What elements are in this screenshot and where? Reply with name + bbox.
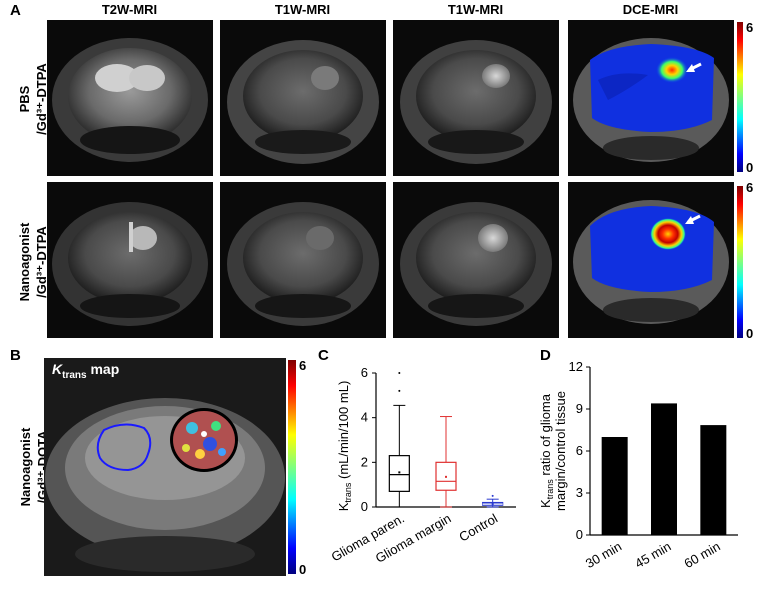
colorbar-a-top bbox=[737, 22, 743, 172]
row-label-nanoagonist: Nanoagonist /Gd³⁺-DTPA bbox=[16, 199, 50, 325]
panel-a-letter: A bbox=[10, 2, 21, 19]
ktrans-map-title-suffix: map bbox=[86, 361, 120, 377]
mri-nano-t1w-post bbox=[393, 182, 559, 338]
colorbar-b bbox=[288, 360, 296, 574]
d-ytick-label-2: 6 bbox=[576, 443, 583, 458]
mri-pbs-t2w bbox=[47, 20, 213, 176]
mri-pbs-dce bbox=[568, 20, 734, 176]
column-header-t1w-2: T1W-MRI bbox=[447, 2, 504, 17]
mri-pbs-t1w-pre bbox=[220, 20, 386, 176]
mri-pbs-t1w-post bbox=[393, 20, 559, 176]
ktrans-map-title: Ktrans map bbox=[52, 361, 119, 381]
c-ytick-label-0: 0 bbox=[361, 499, 368, 514]
mri-nano-t2w bbox=[47, 182, 213, 338]
d-ytick-label-4: 12 bbox=[569, 359, 583, 374]
c-ylabel: Ktrans (mL/min/100 mL) bbox=[336, 381, 353, 512]
d-bar-1 bbox=[651, 403, 677, 535]
row-label-b-line1: Nanoagonist bbox=[18, 427, 33, 507]
colorbar-a-bottom bbox=[737, 186, 743, 338]
d-xtick-label-2: 60 min bbox=[682, 539, 723, 572]
c-box-2 bbox=[482, 494, 504, 508]
c-mean-0 bbox=[398, 471, 401, 474]
d-ylabel-line2: margin/control tissue bbox=[553, 391, 568, 511]
row-label-nano-line1: Nanoagonist bbox=[17, 222, 32, 302]
d-bar-2 bbox=[700, 425, 727, 535]
panel-d-letter: D bbox=[540, 347, 551, 364]
d-ylabel-line1: Ktrans ratio of glioma bbox=[538, 393, 555, 508]
c-iqr-0 bbox=[388, 455, 410, 492]
column-header-t2w: T2W-MRI bbox=[101, 2, 158, 17]
d-ytick-label-3: 9 bbox=[576, 401, 583, 416]
row-label-pbs-line1: PBS bbox=[17, 85, 32, 113]
panel-b-letter: B bbox=[10, 347, 21, 364]
column-header-dce: DCE-MRI bbox=[622, 2, 679, 17]
colorbar-b-min: 0 bbox=[299, 562, 307, 577]
c-mean-1 bbox=[445, 475, 447, 478]
c-outlier-2-0 bbox=[491, 494, 494, 497]
ktrans-map-title-k: K bbox=[52, 361, 63, 377]
c-ytick-label-3: 6 bbox=[361, 365, 368, 380]
panel-c-letter: C bbox=[318, 347, 329, 364]
colorbar-a-top-min: 0 bbox=[746, 160, 754, 175]
column-header-t1w-1: T1W-MRI bbox=[274, 2, 331, 17]
colorbar-a-bottom-min: 0 bbox=[746, 326, 754, 341]
c-box-0 bbox=[388, 372, 410, 508]
mri-nano-dce bbox=[568, 182, 734, 338]
row-label-pbs: PBS /Gd³⁺-DTPA bbox=[16, 44, 50, 154]
d-ytick-label-1: 3 bbox=[576, 485, 583, 500]
c-mean-2 bbox=[491, 503, 494, 506]
ktrans-map-image bbox=[44, 358, 286, 576]
ktrans-map-title-sub: trans bbox=[62, 369, 87, 381]
d-bar-0 bbox=[601, 437, 628, 535]
d-xtick-label-1: 45 min bbox=[632, 539, 673, 572]
c-box-1 bbox=[435, 416, 457, 508]
c-outlier-0-0 bbox=[398, 389, 401, 392]
mri-nano-t1w-pre bbox=[220, 182, 386, 338]
c-outlier-0-1 bbox=[398, 372, 401, 374]
c-xtick-label-2: Control bbox=[456, 511, 500, 545]
colorbar-b-max: 6 bbox=[299, 358, 307, 373]
c-ytick-label-2: 4 bbox=[361, 410, 368, 425]
colorbar-a-top-max: 6 bbox=[746, 20, 754, 35]
c-ytick-label-1: 2 bbox=[361, 454, 368, 469]
d-xtick-label-0: 30 min bbox=[583, 539, 624, 572]
bar-chart-d: 0 3 6 9 12 Ktrans ratio of glioma margin/contr… bbox=[538, 359, 738, 572]
d-ytick-label-0: 0 bbox=[576, 527, 583, 542]
colorbar-a-bottom-max: 6 bbox=[746, 180, 754, 195]
